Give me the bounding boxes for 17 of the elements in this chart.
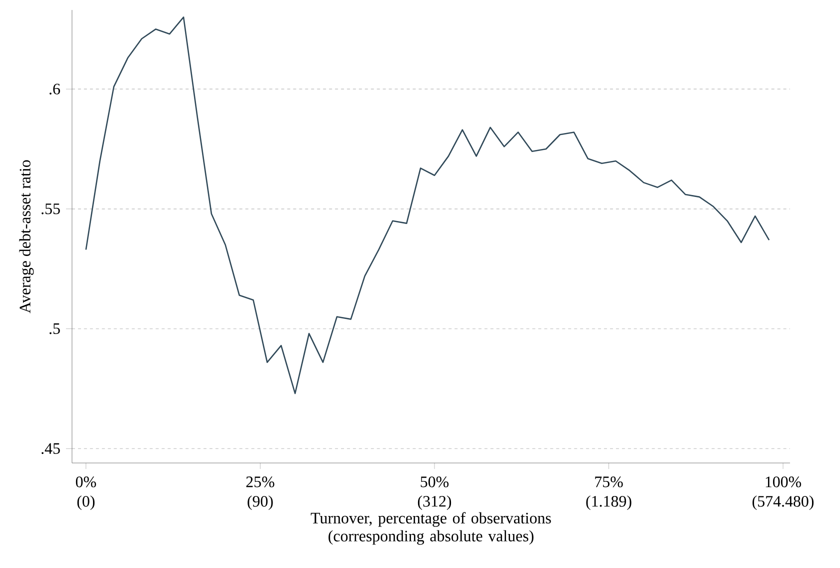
text: (90) (248, 495, 273, 510)
text: (0) (77, 495, 95, 510)
text: (312) (418, 495, 452, 510)
y-tick-label: .5 (50, 323, 60, 334)
x-axis-title: Turnover, percentage of observations (corresponding absolute values) (310, 512, 551, 545)
x-tick-label: 50% (420, 476, 449, 488)
y-tick-label: .45 (42, 443, 60, 454)
y-axis-title: Average debt-asset ratio (19, 160, 34, 314)
text: (1.189) (586, 495, 632, 510)
line-series (85, 16, 770, 394)
x-tick-label: 75% (595, 476, 623, 488)
y-tick-label: .6 (50, 84, 60, 94)
x-tick-label: 25% (246, 476, 274, 488)
x-tick-label: 100% (766, 476, 802, 488)
x-tick-label: 0% (76, 476, 96, 488)
y-tick-label: .55 (42, 204, 60, 214)
text: (574.480) (752, 495, 814, 510)
